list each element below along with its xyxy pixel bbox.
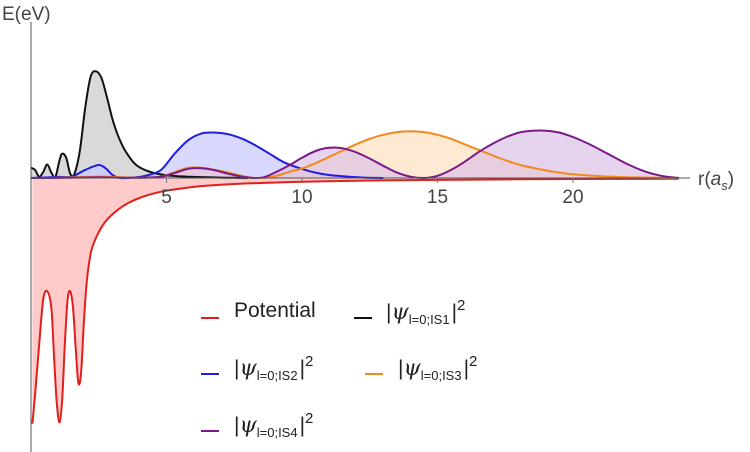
series-line-is4 [30, 129, 679, 180]
legend-psi: ψ [239, 413, 257, 438]
x-tick-label: 10 [291, 187, 312, 208]
legend-label-is1: |ψl=0;IS1|2 [386, 297, 465, 327]
legend-sub-prefix: l=0; [421, 368, 442, 383]
area-potential [32, 178, 679, 424]
legend-bar-close: | [452, 301, 457, 324]
legend-psi: ψ [239, 356, 257, 381]
x-tick-label: 20 [562, 187, 583, 208]
legend-bar-close: | [464, 357, 469, 380]
legend-power: 2 [305, 353, 313, 370]
x-tick-label: 5 [161, 187, 172, 208]
legend-item-is2: |ψl=0;IS2|2 [201, 353, 313, 383]
legend-power: 2 [469, 353, 477, 370]
legend-bar-open: | [234, 414, 239, 437]
legend-sub-prefix: l=0; [257, 425, 278, 440]
area-is4 [31, 130, 679, 179]
legend-sub-tag: IS2 [278, 368, 298, 383]
legend-power: 2 [305, 410, 313, 427]
legend-power: 2 [457, 297, 465, 314]
legend-bar-open: | [234, 357, 239, 380]
x-axis-label-sub: s [721, 178, 728, 193]
area-is1 [31, 71, 248, 178]
x-axis-label-close: ) [728, 169, 734, 190]
x-axis-ticks: 5 10 15 20 [161, 178, 584, 208]
area-fills [31, 71, 679, 424]
legend-label-potential: Potential [234, 299, 316, 322]
legend-bar-open: | [398, 357, 403, 380]
legend-sub-tag: IS1 [430, 312, 450, 327]
legend-psi: ψ [403, 356, 421, 381]
x-axis-label: r(as) [698, 169, 734, 193]
legend-item-is4: |ψl=0;IS4|2 [201, 410, 313, 440]
legend-label-is4: |ψl=0;IS4|2 [234, 410, 313, 440]
series-line-is1 [30, 70, 248, 179]
legend-sub-tag: IS3 [442, 368, 462, 383]
series-line-is2 [30, 131, 384, 180]
legend-item-is3: |ψl=0;IS3|2 [365, 353, 477, 383]
legend-sub-prefix: l=0; [257, 368, 278, 383]
legend-sub-prefix: l=0; [409, 312, 430, 327]
legend-label-is2: |ψl=0;IS2|2 [234, 353, 313, 383]
x-axis-label-main: r( [698, 169, 711, 190]
legend-bar-open: | [386, 301, 391, 324]
x-axis-label-var: a [711, 169, 722, 190]
legend-item-potential: Potential [201, 299, 316, 322]
legend-psi: ψ [391, 300, 409, 325]
series-lines [30, 70, 679, 424]
legend-bar-close: | [300, 357, 305, 380]
legend-sub-tag: IS4 [278, 425, 298, 440]
y-axis-label: E(eV) [2, 4, 51, 25]
legend-label-is3: |ψl=0;IS3|2 [398, 353, 477, 383]
legend-bar-close: | [300, 414, 305, 437]
legend: Potential |ψl=0;IS1|2 |ψl=0;IS2|2 |ψl=0;… [201, 297, 477, 440]
x-tick-label: 15 [427, 187, 448, 208]
series-line-potential [31, 177, 679, 424]
legend-item-is1: |ψl=0;IS1|2 [354, 297, 465, 327]
